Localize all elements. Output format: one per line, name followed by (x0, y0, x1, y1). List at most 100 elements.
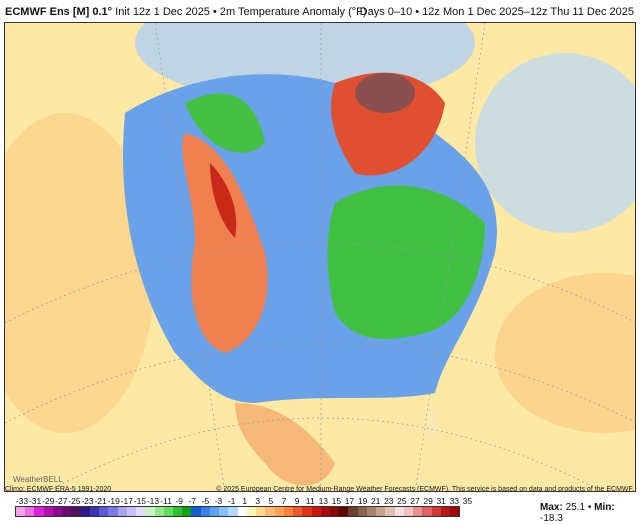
colorbar-label: -3 (214, 496, 223, 506)
weatherbell-logo: WeatherBELL (13, 475, 63, 484)
colorbar-label: -33 (15, 496, 29, 506)
colorbar (15, 506, 460, 517)
colorbar-label: -1 (227, 496, 236, 506)
colorbar-label: 9 (294, 496, 300, 506)
colorbar-swatch (126, 507, 137, 516)
colorbar-swatch (440, 507, 451, 516)
colorbar-label: -11 (160, 496, 172, 506)
climo-note: Climo: ECMWF ERA-5 1991-2020 (5, 486, 112, 493)
colorbar-swatch (366, 507, 377, 516)
colorbar-swatch (339, 507, 349, 516)
colorbar-swatch (246, 507, 257, 516)
colorbar-label: 7 (281, 496, 287, 506)
colorbar-label: 25 (397, 496, 407, 506)
colorbar-swatch (117, 507, 127, 516)
model-name: ECMWF Ens [M] 0.1° (5, 6, 113, 18)
colorbar-swatch (52, 507, 63, 516)
colorbar-swatch (25, 507, 35, 516)
colorbar-label: 13 (318, 496, 329, 506)
colorbar-swatch (237, 507, 247, 516)
colorbar-label: 15 (331, 496, 342, 506)
temperature-anomaly-map: WeatherBELL (4, 22, 636, 492)
colorbar-label: 23 (384, 496, 394, 506)
colorbar-swatch (283, 507, 294, 516)
colorbar-swatch (422, 507, 432, 516)
colorbar-swatch (154, 507, 164, 516)
max-value: 25.1 (565, 502, 586, 513)
colorbar-swatch (403, 507, 414, 516)
colorbar-swatch (329, 507, 340, 516)
colorbar-swatch (71, 507, 81, 516)
colorbar-label: 3 (255, 496, 261, 506)
colorbar-swatch (320, 507, 330, 516)
colorbar-label: 11 (305, 496, 315, 506)
colorbar-swatch (431, 507, 441, 516)
valid-range: Days 0–10 • 12z Mon 1 Dec 2025–12z Thu 1… (359, 6, 634, 18)
colorbar-label: -23 (81, 496, 94, 506)
colorbar-label: 29 (423, 496, 433, 506)
colorbar-swatch (450, 507, 460, 516)
max-label: Max: (540, 502, 563, 513)
colorbar-swatch (348, 507, 358, 516)
colorbar-swatch (357, 507, 367, 516)
colorbar-swatch (172, 507, 183, 516)
colorbar-swatch (34, 507, 44, 516)
colorbar-label: -15 (133, 496, 147, 506)
colorbar-swatch (376, 507, 386, 516)
max-min-readout: Max: 25.1 • Min: -18.3 (540, 502, 640, 524)
colorbar-label: -25 (68, 496, 81, 506)
colorbar-label: 17 (344, 496, 355, 506)
separator: • (587, 502, 592, 513)
init-info: Init 12z 1 Dec 2025 • 2m Temperature Ano… (115, 6, 367, 18)
colorbar-swatch (163, 507, 173, 516)
colorbar-swatch (108, 507, 118, 516)
colorbar-swatch (16, 507, 26, 516)
min-label: Min: (594, 502, 615, 513)
colorbar-label: -19 (107, 496, 120, 506)
colorbar-swatch (200, 507, 210, 516)
colorbar-swatch (209, 507, 220, 516)
colorbar-label: -31 (28, 496, 42, 506)
colorbar-swatch (219, 507, 229, 516)
colorbar-label: 5 (268, 496, 274, 506)
colorbar-label: 19 (357, 496, 368, 506)
colorbar-swatch (43, 507, 53, 516)
colorbar-swatch (302, 507, 312, 516)
colorbar-swatch (265, 507, 275, 516)
colorbar-swatch (145, 507, 155, 516)
colorbar-swatch (256, 507, 266, 516)
colorbar-labels: -33 -31 -29 -27 -25 -23 -21 -19 -17 -15 -13 -11 -9 -7… (12, 496, 472, 506)
colorbar-label: -29 (42, 496, 55, 506)
colorbar-swatch (182, 507, 192, 516)
colorbar-swatch (191, 507, 201, 516)
min-value: -18.3 (540, 513, 563, 524)
colorbar-swatch (311, 507, 321, 516)
colorbar-label: -9 (175, 496, 183, 506)
colorbar-label: -7 (188, 496, 197, 506)
colorbar-label: 35 (462, 496, 473, 506)
colorbar-swatch (385, 507, 395, 516)
colorbar-swatch (99, 507, 109, 516)
colorbar-swatch (136, 507, 146, 516)
colorbar-label: 31 (436, 496, 446, 506)
colorbar-swatch (62, 507, 72, 516)
colorbar-label: -13 (146, 496, 160, 506)
colorbar-swatch (80, 507, 90, 516)
map-title: ECMWF Ens [M] 0.1° Init 12z 1 Dec 2025 •… (5, 6, 367, 18)
colorbar-label: -27 (55, 496, 68, 506)
colorbar-label: 21 (370, 496, 381, 506)
colorbar-label: 1 (242, 496, 248, 506)
colorbar-swatch (413, 507, 423, 516)
colorbar-label: -21 (94, 496, 107, 506)
colorbar-swatch (293, 507, 303, 516)
copyright-note: © 2025 European Centre for Medium-Range … (216, 486, 634, 493)
colorbar-label: -17 (120, 496, 133, 506)
colorbar-swatch (228, 507, 238, 516)
colorbar-label: 27 (410, 496, 420, 506)
colorbar-label: -5 (201, 496, 210, 506)
colorbar-swatch (89, 507, 100, 516)
colorbar-swatch (394, 507, 404, 516)
colorbar-label: 33 (449, 496, 460, 506)
colorbar-swatch (274, 507, 284, 516)
